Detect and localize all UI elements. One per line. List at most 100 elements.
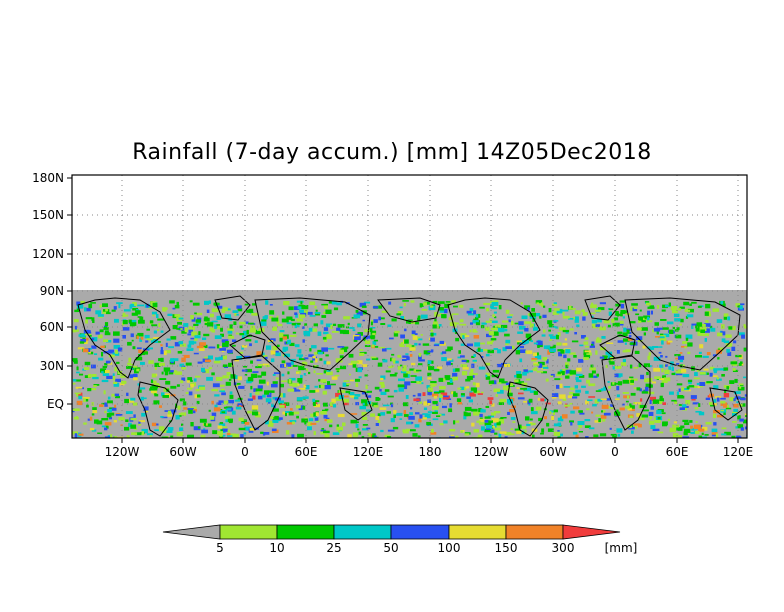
precip-cell [680, 425, 685, 429]
precip-cell [484, 429, 491, 433]
precip-cell [612, 323, 617, 327]
precip-cell [442, 351, 447, 354]
precip-cell [483, 349, 488, 352]
precip-cell [107, 396, 111, 400]
precip-cell [325, 303, 328, 308]
precip-cell [178, 341, 184, 345]
precip-cell [730, 361, 737, 365]
precip-cell [126, 366, 132, 369]
precip-cell [104, 436, 112, 438]
precip-cell [584, 419, 591, 422]
precip-cell [687, 351, 691, 355]
precip-cell [457, 356, 461, 359]
precip-cell [610, 407, 614, 410]
precip-cell [400, 364, 403, 367]
precip-cell [130, 303, 136, 307]
precip-cell [676, 383, 683, 386]
precip-cell [92, 376, 99, 380]
precip-cell [390, 418, 395, 423]
y-tick-label: 60N [40, 320, 64, 334]
precip-cell [713, 422, 717, 426]
precip-cell [356, 311, 363, 316]
precip-cell [628, 378, 632, 383]
precip-cell [158, 362, 165, 366]
precip-cell [353, 314, 361, 319]
precip-cell [353, 394, 361, 397]
precip-cell [168, 346, 174, 349]
precip-cell [269, 316, 273, 319]
precip-cell [652, 428, 660, 431]
precip-cell [79, 373, 84, 376]
precip-cell [673, 421, 677, 424]
precip-cell [377, 398, 381, 401]
precip-cell [417, 435, 421, 438]
precip-cell [584, 425, 591, 428]
precip-cell [712, 403, 717, 406]
precip-cell [635, 313, 640, 316]
precip-cell [235, 406, 242, 410]
precip-cell [176, 384, 180, 387]
precip-cell [272, 429, 279, 433]
precip-cell [642, 345, 646, 349]
precip-cell [471, 408, 478, 412]
precip-cell [617, 381, 623, 386]
precip-cell [138, 423, 142, 426]
precip-cell [93, 384, 100, 386]
precip-cell [152, 314, 155, 317]
precip-cell [204, 356, 208, 361]
precip-cell [323, 360, 327, 365]
precip-cell [634, 350, 640, 354]
precip-cell [638, 316, 644, 321]
precip-cell [286, 316, 293, 320]
precip-cell [653, 328, 661, 332]
precip-cell [584, 337, 589, 341]
precip-cell [448, 359, 454, 362]
precip-cell [364, 340, 371, 345]
precip-cell [245, 339, 252, 342]
precip-cell [210, 313, 214, 318]
precip-cell [402, 429, 406, 433]
precip-cell [744, 426, 747, 430]
precip-cell [288, 411, 294, 416]
precip-cell [578, 359, 584, 363]
precip-cell [588, 427, 595, 430]
precip-cell [723, 410, 726, 415]
precip-cell [687, 308, 694, 313]
precip-cell [428, 387, 433, 392]
precip-cell [578, 431, 583, 433]
precip-cell [417, 315, 421, 319]
precip-cell [596, 337, 600, 341]
precip-cell [491, 412, 496, 416]
precip-cell [140, 387, 146, 390]
precip-cell [393, 410, 397, 414]
precip-cell [627, 407, 632, 411]
precip-cell [75, 386, 83, 389]
precip-cell [558, 377, 563, 380]
precip-cell [649, 305, 654, 307]
precip-cell [396, 412, 403, 416]
precip-cell [296, 372, 300, 374]
precip-cell [467, 313, 475, 316]
precip-cell [190, 384, 194, 388]
precip-cell [717, 368, 724, 371]
precip-cell [188, 409, 193, 414]
precip-cell [635, 336, 643, 341]
precip-cell [740, 397, 746, 401]
precip-cell [271, 403, 274, 408]
precip-cell [575, 376, 579, 380]
precip-cell [229, 391, 233, 395]
precip-cell [286, 322, 292, 325]
precip-cell [83, 422, 87, 425]
precip-cell [543, 345, 550, 349]
precip-cell [723, 313, 729, 317]
precip-cell [507, 433, 515, 436]
precip-cell [212, 383, 220, 388]
precip-cell [533, 363, 540, 366]
precip-cell [421, 308, 428, 311]
precip-cell [442, 405, 447, 409]
precip-cell [629, 408, 635, 412]
precip-cell [151, 384, 159, 389]
precip-cell [473, 310, 477, 315]
precip-cell [429, 383, 436, 387]
precip-cell [227, 432, 231, 436]
